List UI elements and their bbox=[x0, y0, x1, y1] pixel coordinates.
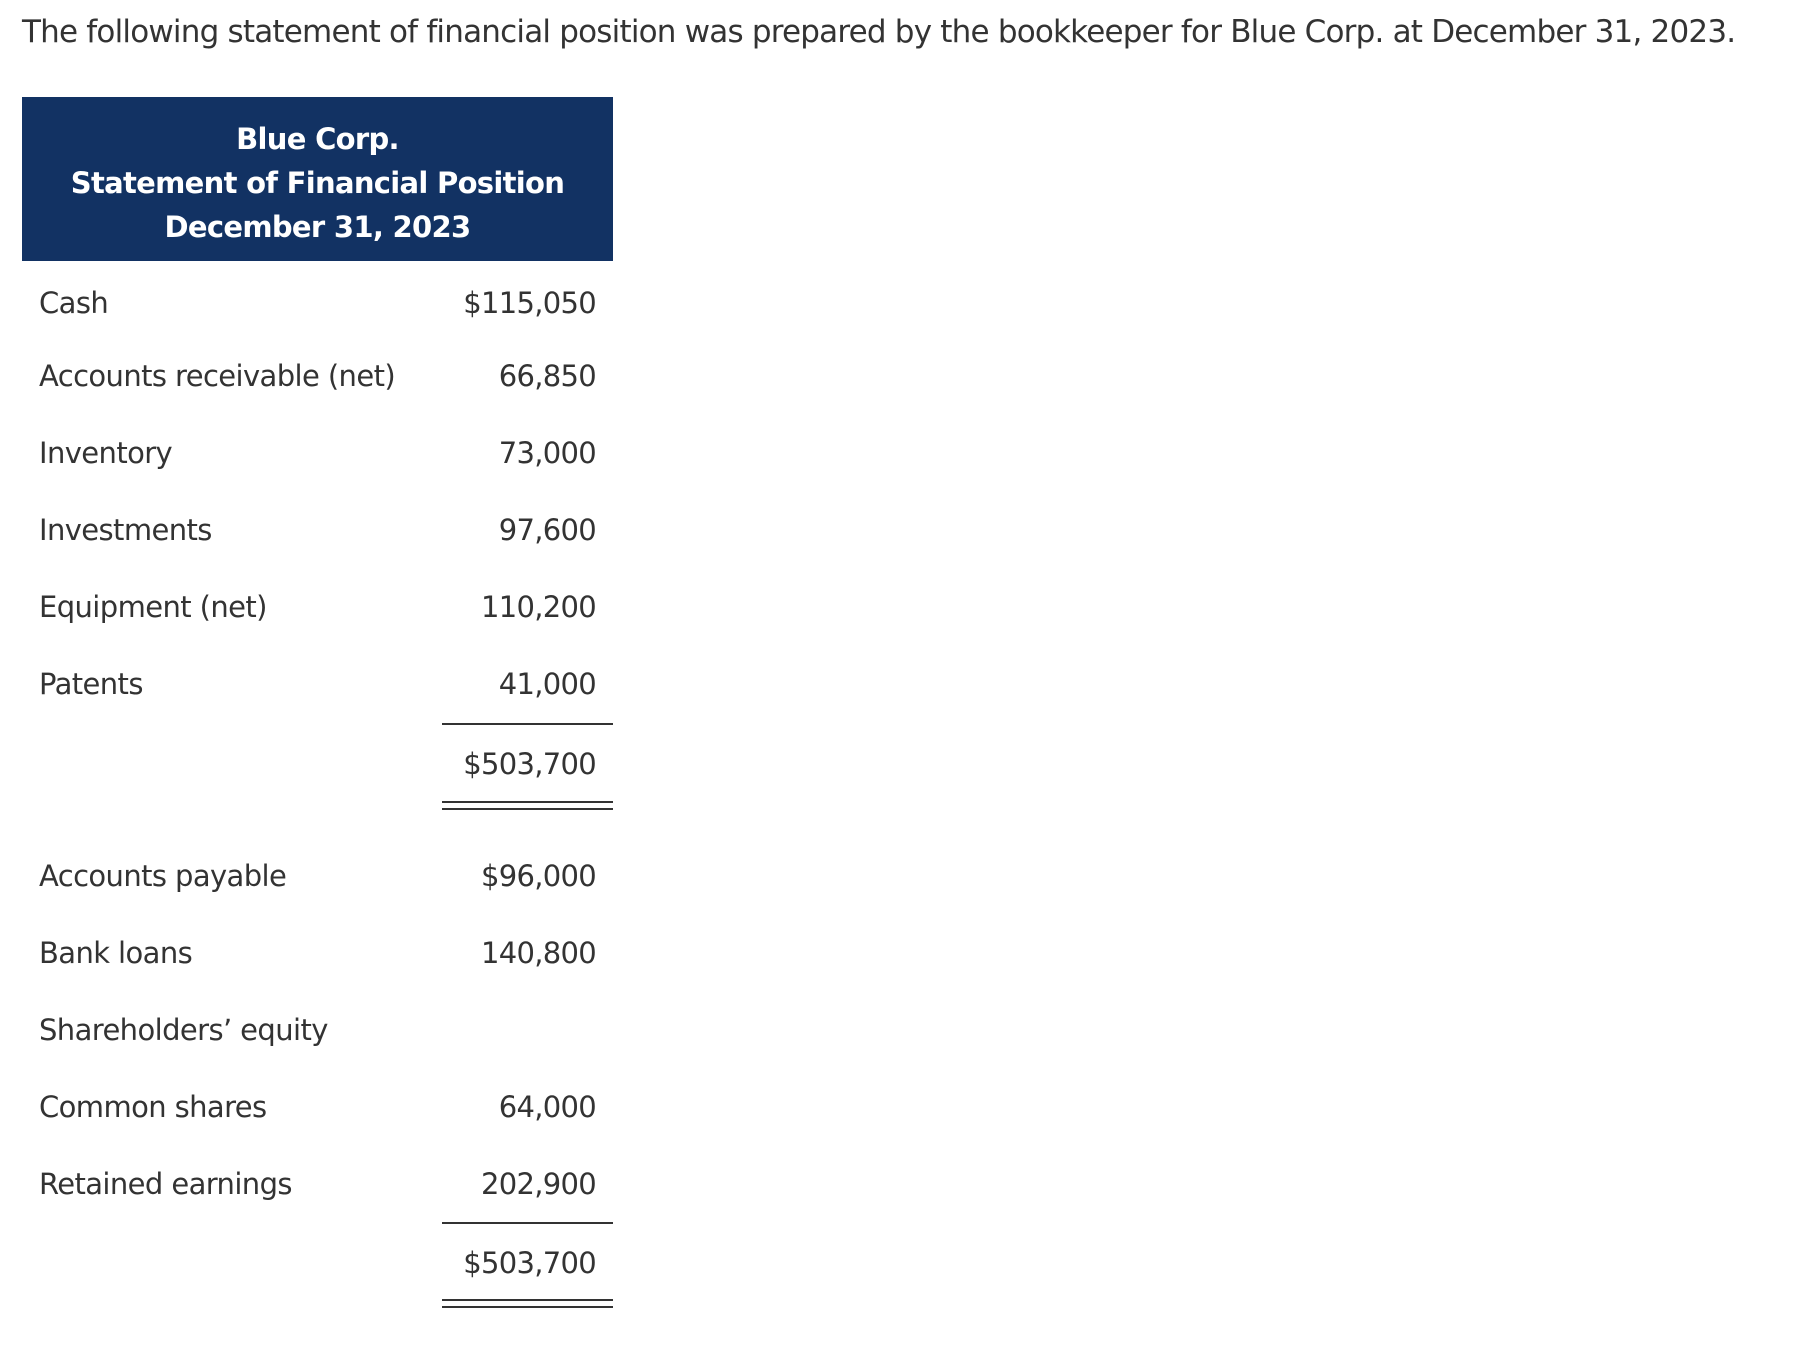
assets-subtotal-rule bbox=[442, 723, 613, 725]
row-label: Retained earnings bbox=[39, 1167, 293, 1201]
row-bank-loans: Bank loans 140,800 bbox=[22, 915, 613, 992]
row-label: Patents bbox=[39, 667, 143, 701]
row-amount: 64,000 bbox=[498, 1090, 597, 1124]
statement-date: December 31, 2023 bbox=[164, 210, 472, 244]
statement-title: Statement of Financial Position bbox=[70, 166, 565, 200]
row-amount: 97,600 bbox=[498, 513, 597, 547]
row-amount: 73,000 bbox=[498, 436, 597, 470]
row-label: Investments bbox=[39, 513, 212, 547]
row-amount: 41,000 bbox=[498, 667, 597, 701]
row-amount: 110,200 bbox=[480, 590, 597, 624]
row-accounts-receivable: Accounts receivable (net) 66,850 bbox=[22, 338, 613, 415]
assets-total-amount: $503,700 bbox=[463, 747, 596, 781]
liabilities-equity-rows: Accounts payable $96,000 Bank loans 140,… bbox=[22, 838, 613, 1223]
row-label: Shareholders’ equity bbox=[39, 1013, 328, 1047]
row-accounts-payable: Accounts payable $96,000 bbox=[22, 838, 613, 915]
row-patents: Patents 41,000 bbox=[22, 646, 613, 723]
row-amount: $115,050 bbox=[463, 286, 596, 320]
company-name: Blue Corp. bbox=[236, 122, 399, 156]
row-investments: Investments 97,600 bbox=[22, 492, 613, 569]
intro-text: The following statement of financial pos… bbox=[22, 14, 1736, 50]
financial-statement: Blue Corp. Statement of Financial Positi… bbox=[22, 97, 613, 723]
row-label: Equipment (net) bbox=[39, 590, 267, 624]
row-label: Common shares bbox=[39, 1090, 267, 1124]
row-amount: 66,850 bbox=[498, 359, 597, 393]
statement-header: Blue Corp. Statement of Financial Positi… bbox=[22, 97, 613, 261]
row-amount: $96,000 bbox=[480, 859, 597, 893]
row-label: Accounts receivable (net) bbox=[39, 359, 396, 393]
row-amount: 202,900 bbox=[480, 1167, 597, 1201]
row-shareholders-equity: Shareholders’ equity bbox=[22, 992, 613, 1069]
liabilities-total-double-rule bbox=[442, 1299, 613, 1308]
row-retained-earnings: Retained earnings 202,900 bbox=[22, 1146, 613, 1223]
assets-total-double-rule bbox=[442, 801, 613, 810]
row-label: Accounts payable bbox=[39, 859, 287, 893]
row-amount: 140,800 bbox=[480, 936, 597, 970]
row-equipment: Equipment (net) 110,200 bbox=[22, 569, 613, 646]
liabilities-equity-total-amount: $503,700 bbox=[463, 1246, 596, 1280]
row-label: Inventory bbox=[39, 436, 173, 470]
liabilities-equity-total-row: $503,700 bbox=[22, 1225, 613, 1302]
row-common-shares: Common shares 64,000 bbox=[22, 1069, 613, 1146]
assets-total-row: $503,700 bbox=[22, 726, 613, 803]
liabilities-subtotal-rule bbox=[442, 1222, 613, 1224]
row-label: Bank loans bbox=[39, 936, 193, 970]
row-cash: Cash $115,050 bbox=[22, 265, 613, 342]
row-label: Cash bbox=[39, 286, 109, 320]
row-inventory: Inventory 73,000 bbox=[22, 415, 613, 492]
statement-rows: Cash $115,050 Accounts receivable (net) … bbox=[22, 261, 613, 723]
